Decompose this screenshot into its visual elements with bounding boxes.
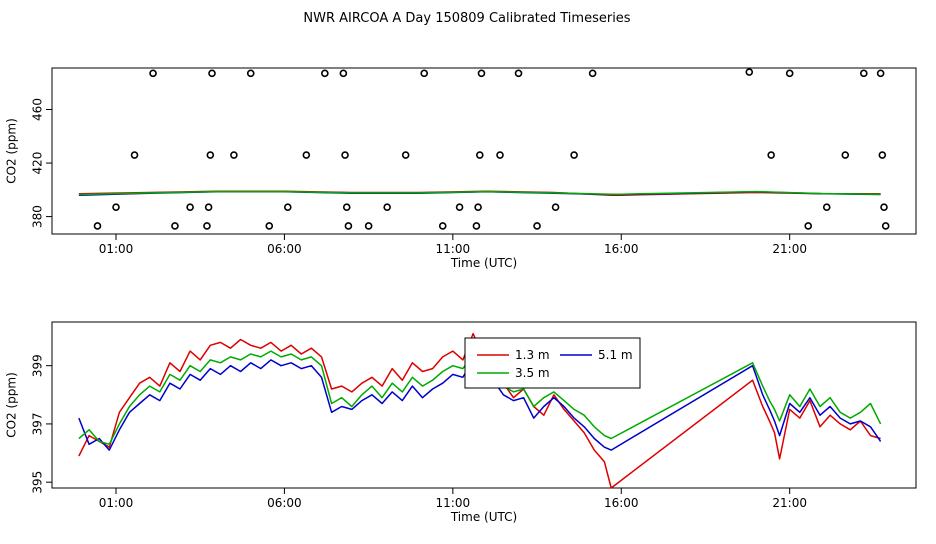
calibration-point: [841, 151, 850, 159]
calibration-point: [438, 222, 447, 230]
calibration-point: [342, 203, 351, 212]
calibration-point: [455, 203, 464, 212]
y-tick-label: 460: [31, 98, 45, 121]
calibration-point: [477, 69, 486, 78]
calibration-point: [171, 222, 179, 230]
calibration-point: [876, 69, 885, 78]
calibration-point: [745, 68, 754, 76]
calibration-point: [472, 222, 481, 230]
calibration-point: [265, 222, 274, 230]
calibration-point: [344, 222, 353, 230]
calibration-point: [341, 151, 349, 159]
x-tick-label: 01:00: [99, 242, 134, 256]
calibration-point: [204, 203, 213, 212]
y-tick-label: 395: [31, 471, 45, 494]
series-line: [78, 350, 882, 446]
x-tick-label: 06:00: [267, 496, 302, 510]
calibration-point: [203, 222, 211, 230]
calibration-point: [321, 69, 329, 78]
x-tick-label: 16:00: [604, 496, 639, 510]
calibration-point: [859, 69, 868, 78]
plot-frame: [51, 321, 917, 489]
calibration-point: [822, 203, 831, 212]
legend-entry: 5.1 m: [598, 348, 633, 362]
x-tick-label: 16:00: [604, 242, 639, 256]
series-line: [78, 359, 882, 451]
legend-box: [464, 337, 641, 389]
calibration-point: [475, 151, 484, 159]
calibration-point: [230, 151, 238, 159]
legend-entry: 1.3 m: [515, 348, 550, 362]
y-tick-label: 399: [31, 354, 45, 377]
calibration-point: [514, 69, 523, 78]
calibration-point: [339, 69, 348, 78]
calibration-point: [112, 203, 120, 212]
x-axis-label: Time (UTC): [450, 256, 517, 270]
calibration-point: [246, 69, 255, 78]
calibration-point: [533, 222, 541, 230]
series-line: [78, 190, 881, 196]
calibration-point: [383, 203, 391, 212]
x-tick-label: 21:00: [772, 496, 807, 510]
x-tick-label: 01:00: [99, 496, 134, 510]
x-tick-label: 21:00: [772, 242, 807, 256]
calibration-point: [206, 151, 215, 159]
y-axis-label: CO2 (ppm): [5, 372, 19, 438]
calibration-point: [93, 222, 102, 230]
y-tick-label: 420: [31, 152, 45, 175]
calibration-point: [474, 203, 482, 212]
plot-frame: [51, 67, 917, 235]
series-line: [78, 332, 881, 489]
chart-title: NWR AIRCOA A Day 150809 Calibrated Times…: [303, 11, 630, 26]
calibration-point: [785, 69, 794, 78]
calibration-point: [130, 151, 139, 159]
calibration-point: [420, 69, 429, 78]
y-axis-label: CO2 (ppm): [5, 118, 19, 184]
top-panel: 01:00 06:00 11:00 16:00 21:00 380 420 460 Time (…: [5, 67, 917, 270]
calibration-point: [283, 203, 292, 212]
x-tick-label: 06:00: [267, 242, 302, 256]
calibration-point: [878, 151, 887, 159]
calibration-point: [881, 222, 890, 230]
calibration-point: [880, 203, 888, 212]
y-tick-label: 380: [31, 205, 45, 228]
calibration-point: [401, 151, 410, 159]
x-tick-label: 11:00: [436, 496, 471, 510]
y-tick-label: 397: [31, 412, 45, 435]
x-tick-label: 11:00: [436, 242, 471, 256]
legend-entry: 3.5 m: [515, 366, 550, 380]
calibration-point: [496, 151, 504, 159]
calibration-point: [551, 203, 560, 212]
calibration-point: [302, 151, 311, 159]
calibration-point: [767, 151, 775, 159]
calibration-point: [208, 69, 216, 78]
calibration-point: [149, 69, 157, 78]
x-axis-label: Time (UTC): [450, 510, 517, 524]
calibration-point: [804, 222, 813, 230]
bottom-panel: 01:00 06:00 11:00 16:00 21:00 395 397 399 Time (…: [5, 321, 917, 524]
calibration-point: [588, 69, 597, 78]
calibration-point: [570, 151, 578, 159]
calibration-point: [186, 203, 194, 212]
calibration-point: [364, 222, 373, 230]
